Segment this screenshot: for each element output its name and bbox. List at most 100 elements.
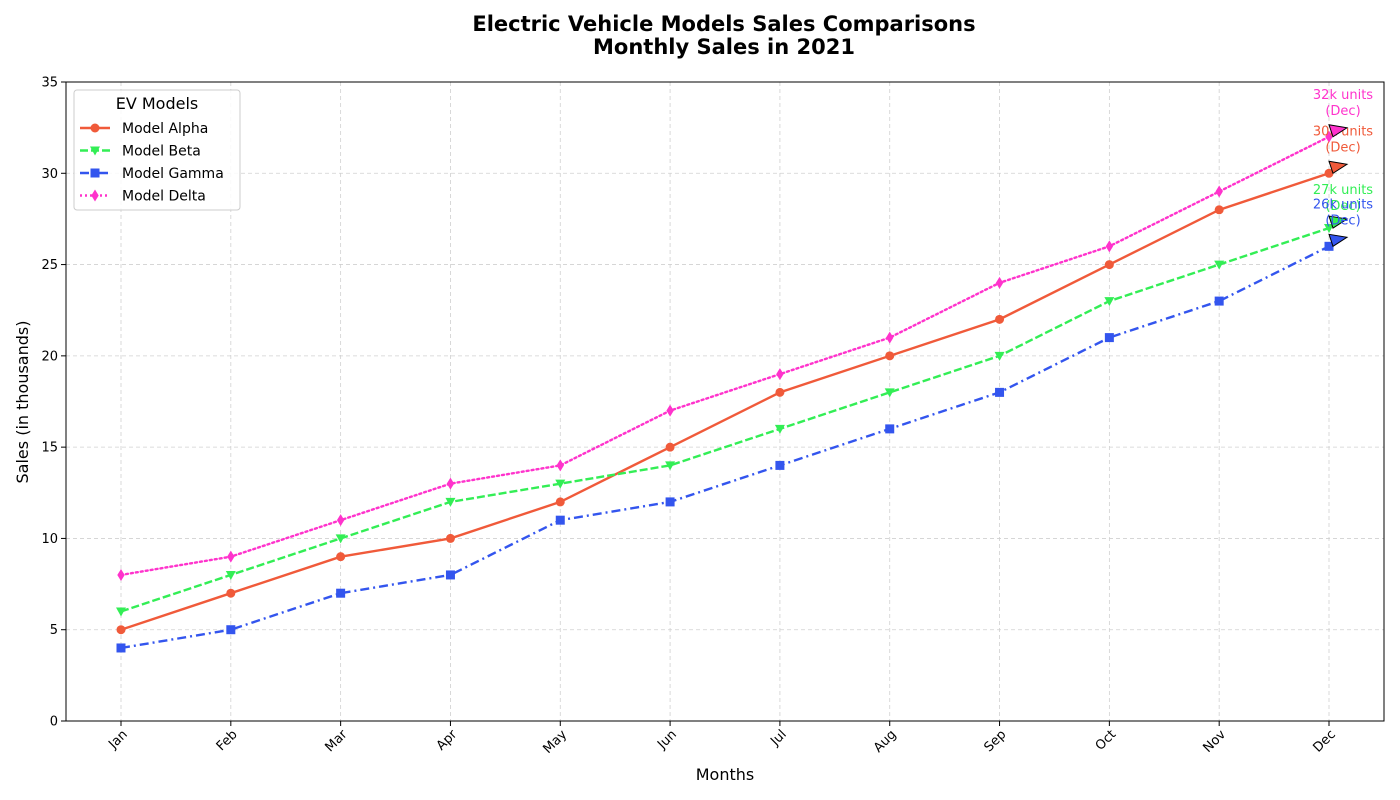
legend-swatch-marker <box>90 168 100 178</box>
annotation-model-gamma: 26k units(Dec) <box>1313 197 1373 248</box>
series-lines <box>116 130 1334 653</box>
annotation-arrow <box>1328 215 1349 229</box>
legend-item: Model Alpha <box>80 121 208 137</box>
series-model-beta <box>116 224 1334 617</box>
data-point <box>1104 297 1115 307</box>
data-point <box>226 625 236 635</box>
data-point <box>227 550 235 563</box>
legend-title: EV Models <box>116 94 199 113</box>
data-point <box>665 442 675 452</box>
y-tick-label: 10 <box>41 532 58 547</box>
data-point <box>1324 168 1334 178</box>
x-tick-label: Apr <box>434 727 461 754</box>
y-tick-label: 25 <box>41 258 58 273</box>
data-point <box>446 477 455 490</box>
legend-items: Model Alpha Model Beta Model Gamma Model De… <box>80 121 224 205</box>
annotation-month: (Dec) <box>1325 104 1360 119</box>
data-point <box>775 387 785 397</box>
y-tick-label: 5 <box>50 623 58 638</box>
legend-item: Model Beta <box>80 144 201 160</box>
data-point <box>225 570 236 580</box>
x-tick-label: Feb <box>214 727 241 754</box>
data-point <box>1215 185 1223 198</box>
legend: EV Models Model Alpha Model Beta Model Gam… <box>73 89 241 211</box>
data-point <box>1214 296 1224 306</box>
annotation-arrow <box>1328 160 1349 175</box>
legend-label: Model Beta <box>122 144 201 160</box>
data-point <box>556 459 564 472</box>
x-tick-label: May <box>540 727 570 757</box>
legend-item: Model Gamma <box>80 166 224 182</box>
data-point <box>117 568 125 581</box>
data-point <box>336 514 345 527</box>
grid <box>66 82 1384 721</box>
data-point <box>774 424 785 434</box>
y-tick-label: 30 <box>41 167 58 182</box>
chart-subtitle: Monthly Sales in 2021 <box>593 35 855 59</box>
annotation-month: (Dec) <box>1325 213 1360 228</box>
data-point <box>445 533 455 543</box>
x-tick-label: Jun <box>654 727 680 753</box>
annotation-model-alpha: 30k units(Dec) <box>1313 124 1373 175</box>
data-point <box>666 404 674 417</box>
x-tick-label: Aug <box>871 727 900 756</box>
legend-label: Model Delta <box>122 189 206 205</box>
series-model-alpha <box>116 168 1334 635</box>
data-point <box>1214 205 1224 215</box>
annotation-value: 30k units <box>1313 124 1373 139</box>
series-line <box>120 226 1330 613</box>
legend-swatch-marker <box>90 146 100 156</box>
data-point <box>555 479 566 489</box>
data-point <box>1214 260 1225 270</box>
y-axis-label: Sales (in thousands) <box>13 321 32 484</box>
y-tick-label: 15 <box>41 441 58 456</box>
data-point <box>995 387 1005 397</box>
data-point <box>885 424 895 434</box>
annotation-value: 26k units <box>1313 197 1373 212</box>
x-tick-label: Jul <box>767 727 789 749</box>
y-tick-label: 35 <box>41 76 58 91</box>
legend-box <box>73 89 241 211</box>
data-point <box>776 368 784 381</box>
x-tick-label: Nov <box>1200 727 1229 756</box>
data-point <box>665 497 675 507</box>
annotation-arrow <box>1328 124 1349 138</box>
series-line <box>119 135 1331 577</box>
data-point <box>116 607 126 617</box>
annotation-arrow <box>1328 233 1349 248</box>
data-point <box>995 314 1005 324</box>
x-axis-label: Months <box>696 765 754 784</box>
series-line <box>120 172 1330 631</box>
y-tick-label: 20 <box>41 349 58 364</box>
data-point <box>336 588 346 598</box>
data-point <box>884 388 895 398</box>
legend-label: Model Gamma <box>122 166 224 182</box>
annotation-month: (Dec) <box>1325 199 1360 214</box>
data-point <box>775 460 785 470</box>
chart-title: Electric Vehicle Models Sales Comparison… <box>472 12 975 36</box>
data-point <box>1104 333 1114 343</box>
x-tick-label: Sep <box>981 727 1009 755</box>
data-point <box>1324 241 1334 251</box>
data-point <box>445 497 456 507</box>
data-point <box>335 534 346 544</box>
data-point <box>116 643 126 653</box>
data-point <box>555 515 565 525</box>
y-tick-label: 0 <box>50 715 58 730</box>
data-point <box>886 331 894 344</box>
legend-item: Model Delta <box>80 189 206 205</box>
data-point <box>994 351 1005 361</box>
data-point <box>445 570 455 580</box>
legend-label: Model Alpha <box>122 121 208 137</box>
x-tick-label: Oct <box>1093 727 1120 754</box>
data-point <box>1105 240 1114 253</box>
data-point <box>885 351 895 361</box>
legend-swatch-marker <box>90 123 100 133</box>
series-model-delta <box>117 130 1333 581</box>
data-point <box>1104 260 1114 270</box>
data-point <box>1324 224 1334 234</box>
series-line <box>120 245 1330 650</box>
x-tick-label: Dec <box>1310 727 1338 755</box>
data-point <box>226 588 236 598</box>
